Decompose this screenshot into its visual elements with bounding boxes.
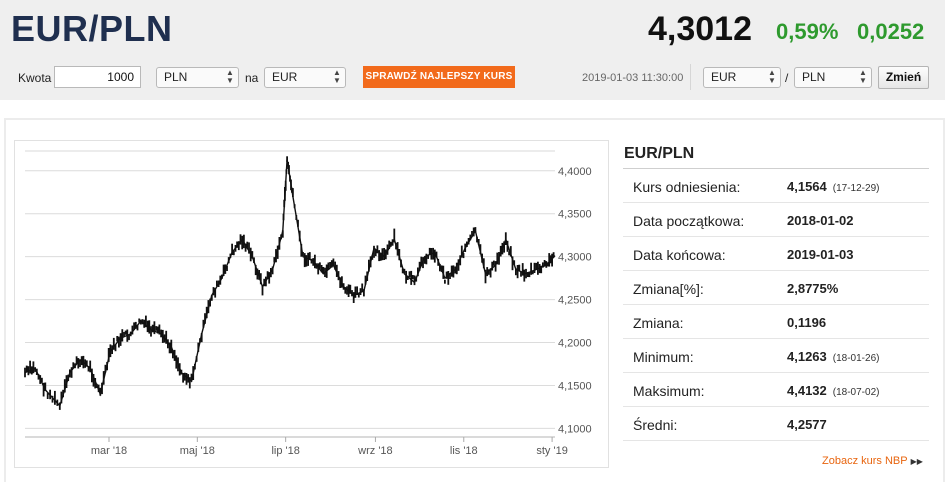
rate-timestamp: 2019-01-03 11:30:00 — [582, 72, 684, 84]
info-value-date: (18-01-26) — [832, 353, 880, 364]
info-value: 0,1196 — [787, 315, 827, 330]
info-label: Minimum: — [633, 349, 694, 365]
to-label: na — [245, 71, 259, 85]
info-value: 2019-01-03 — [787, 247, 854, 262]
info-title: EUR/PLN — [624, 145, 695, 162]
info-label: Data początkowa: — [633, 213, 745, 229]
x-tick-label: mar '18 — [91, 445, 127, 457]
y-tick-label: 4,1000 — [558, 423, 592, 435]
info-label: Kurs odniesienia: — [633, 179, 741, 195]
content-frame — [4, 118, 945, 482]
pair-base-value: EUR — [711, 70, 737, 84]
change-absolute: 0,0252 — [857, 19, 925, 44]
current-rate: 4,3012 — [648, 10, 752, 48]
info-value-date: (18-07-02) — [832, 387, 880, 398]
select-arrows-icon: ▲ ▼ — [226, 68, 234, 85]
to-currency-value: EUR — [272, 70, 298, 84]
info-value-date: (17-12-29) — [832, 183, 880, 194]
select-arrows-icon: ▲ ▼ — [768, 68, 776, 85]
info-title-divider — [623, 168, 929, 169]
change-percent: 0,59% — [776, 19, 839, 44]
info-value-number: 4,1564 — [787, 179, 827, 194]
to-currency-select[interactable]: EUR ▲ ▼ — [264, 67, 346, 88]
pair-separator: / — [785, 71, 789, 85]
info-label: Zmiana: — [633, 315, 684, 331]
amount-label: Kwota — [18, 71, 52, 85]
x-tick-label: maj '18 — [180, 445, 215, 457]
from-currency-select[interactable]: PLN ▲ ▼ — [156, 67, 239, 88]
pair-title: EUR/PLN — [11, 8, 173, 49]
info-value: 2018-01-02 — [787, 213, 854, 228]
info-row-end-date: Data końcowa: 2019-01-03 — [623, 237, 929, 271]
info-row-maximum: Maksimum: 4,4132 (18-07-02) — [623, 373, 929, 407]
header-bar: EUR/PLN 4,3012 0,59% 0,0252 Kwota PLN ▲▼… — [0, 0, 945, 100]
y-tick-label: 4,3500 — [558, 209, 592, 221]
nbp-link-label: Zobacz kurs NBP — [822, 455, 908, 467]
x-tick-label: wrz '18 — [357, 445, 393, 457]
y-tick-label: 4,3000 — [558, 252, 592, 264]
info-row-change-percent: Zmiana[%]: 2,8775% — [623, 271, 929, 305]
divider — [690, 64, 691, 90]
select-arrows-icon: ▲ ▼ — [333, 68, 341, 85]
best-rate-button[interactable]: SPRAWDŹ NAJLEPSZY KURS — [363, 66, 515, 88]
info-value-number: 4,4132 — [787, 383, 827, 398]
info-value: 2,8775% — [787, 281, 839, 296]
info-value: 4,1263 (18-01-26) — [787, 349, 879, 364]
y-tick-label: 4,1500 — [558, 380, 592, 392]
info-value: 4,4132 (18-07-02) — [787, 383, 879, 398]
y-tick-label: 4,2000 — [558, 338, 592, 350]
change-pair-button[interactable]: Zmień — [878, 66, 929, 89]
info-value-number: 4,1263 — [787, 349, 827, 364]
info-row-reference-rate: Kurs odniesienia: 4,1564 (17-12-29) — [623, 169, 929, 203]
info-label: Zmiana[%]: — [633, 281, 704, 297]
pair-base-select[interactable]: EUR ▲ ▼ — [703, 67, 781, 88]
info-row-change: Zmiana: 0,1196 — [623, 305, 929, 339]
info-label: Maksimum: — [633, 383, 705, 399]
select-arrows-icon: ▲ ▼ — [859, 68, 867, 85]
chart-panel: 4,4000 4,3500 4,3000 4,2500 4,2000 4,1500 4,10… — [14, 140, 609, 468]
info-row-average: Średni: 4,2577 — [623, 407, 929, 441]
amount-input[interactable] — [54, 66, 141, 88]
info-row-start-date: Data początkowa: 2018-01-02 — [623, 203, 929, 237]
info-label: Data końcowa: — [633, 247, 726, 263]
from-currency-value: PLN — [164, 70, 188, 84]
x-tick-label: sty '19 — [536, 445, 567, 457]
pair-quote-value: PLN — [802, 70, 826, 84]
double-chevron-right-icon: ▶▶ — [910, 457, 923, 466]
price-chart: 4,4000 4,3500 4,3000 4,2500 4,2000 4,1500 4,10… — [24, 150, 592, 457]
y-tick-label: 4,2500 — [558, 295, 592, 307]
pair-quote-select[interactable]: PLN ▲ ▼ — [794, 67, 872, 88]
info-label: Średni: — [633, 417, 678, 433]
x-tick-label: lip '18 — [271, 445, 299, 457]
info-value: 4,2577 — [787, 417, 827, 432]
info-value: 4,1564 (17-12-29) — [787, 179, 879, 194]
info-row-minimum: Minimum: 4,1263 (18-01-26) — [623, 339, 929, 373]
nbp-rate-link[interactable]: Zobacz kurs NBP ▶▶ — [822, 455, 923, 467]
x-tick-label: lis '18 — [450, 445, 478, 457]
y-tick-label: 4,4000 — [558, 166, 592, 178]
